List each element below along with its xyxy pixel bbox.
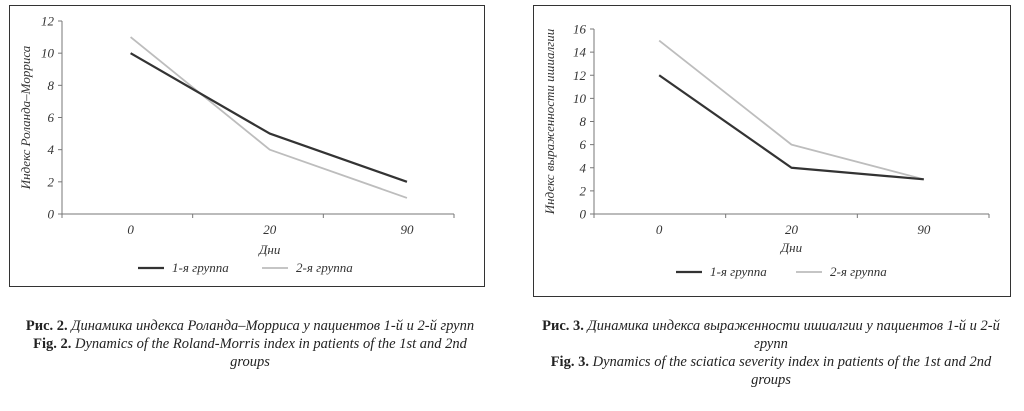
caption-label: Рис. 3. [542, 318, 584, 334]
chart-panel-sciatica: 0 2 4 6 8 10 12 14 16 0 20 90 Индекс выраженности иш… [533, 5, 1011, 297]
legend-label: 1-я группа [710, 264, 767, 279]
caption-en: Fig. 3. Dynamics of the sciatica severit… [538, 353, 1004, 389]
caption-text: Динамика индекса выраженности ишиалгии у… [587, 318, 1000, 352]
y-tick-label: 6 [580, 137, 587, 152]
y-tick-label: 6 [48, 110, 55, 125]
y-tick-label: 2 [48, 174, 55, 189]
x-tick-label: 20 [263, 222, 277, 237]
y-axis-label: Индекс выраженности ишиалгии [542, 28, 557, 215]
y-tick-label: 12 [41, 14, 55, 29]
x-tick-label: 90 [400, 222, 414, 237]
y-tick-label: 4 [48, 142, 55, 157]
x-tick-label: 0 [127, 222, 134, 237]
x-axis-label: Дни [779, 240, 803, 255]
caption-text: Dynamics of the sciatica severity index … [592, 354, 992, 388]
y-tick-label: 8 [48, 78, 55, 93]
caption-text: Dynamics of the Roland-Morris index in p… [75, 336, 467, 370]
y-tick-label: 10 [573, 91, 587, 106]
figure-caption-2: Рис. 2. Динамика индекса Роланда–Морриса… [15, 317, 485, 371]
figure-caption-3: Рис. 3. Динамика индекса выраженности иш… [538, 317, 1004, 389]
x-axis-label: Дни [257, 242, 281, 257]
caption-ru: Рис. 2. Динамика индекса Роланда–Морриса… [15, 317, 485, 335]
caption-label: Рис. 2. [25, 318, 68, 334]
caption-label: Fig. 3. [550, 354, 589, 370]
y-axis-label: Индекс Роланда–Морриса [18, 45, 33, 190]
chart-sciatica: 0 2 4 6 8 10 12 14 16 0 20 90 Индекс выраженности иш… [542, 22, 990, 279]
y-tick-label: 10 [41, 46, 55, 61]
x-tick-label: 0 [656, 222, 663, 237]
legend-label: 2-я группа [830, 264, 887, 279]
y-tick-label: 12 [573, 68, 587, 83]
series-line [130, 52, 408, 183]
legend-label: 2-я группа [296, 260, 353, 275]
caption-ru: Рис. 3. Динамика индекса выраженности иш… [538, 317, 1004, 353]
caption-en: Fig. 2. Dynamics of the Roland-Morris in… [15, 335, 485, 371]
series-line [658, 39, 925, 181]
y-tick-label: 8 [580, 114, 587, 129]
y-tick-label: 14 [573, 45, 587, 60]
y-tick-label: 16 [573, 22, 587, 37]
legend-label: 1-я группа [172, 260, 229, 275]
caption-text: Динамика индекса Роланда–Морриса у пацие… [71, 318, 475, 334]
series-line [658, 74, 924, 181]
series-line [130, 36, 408, 199]
y-tick-label: 0 [580, 207, 587, 222]
chart-roland-morris: 0 2 4 6 8 10 12 0 20 90 Индекс Роланда–Морриса Дни 1… [18, 14, 455, 275]
y-tick-label: 2 [580, 183, 587, 198]
x-tick-label: 20 [785, 222, 799, 237]
caption-label: Fig. 2. [33, 336, 72, 352]
y-tick-label: 0 [48, 207, 55, 222]
y-tick-label: 4 [580, 160, 587, 175]
x-tick-label: 90 [917, 222, 931, 237]
chart-panel-roland-morris: 0 2 4 6 8 10 12 0 20 90 Индекс Роланда–Морриса Дни 1… [9, 5, 485, 287]
